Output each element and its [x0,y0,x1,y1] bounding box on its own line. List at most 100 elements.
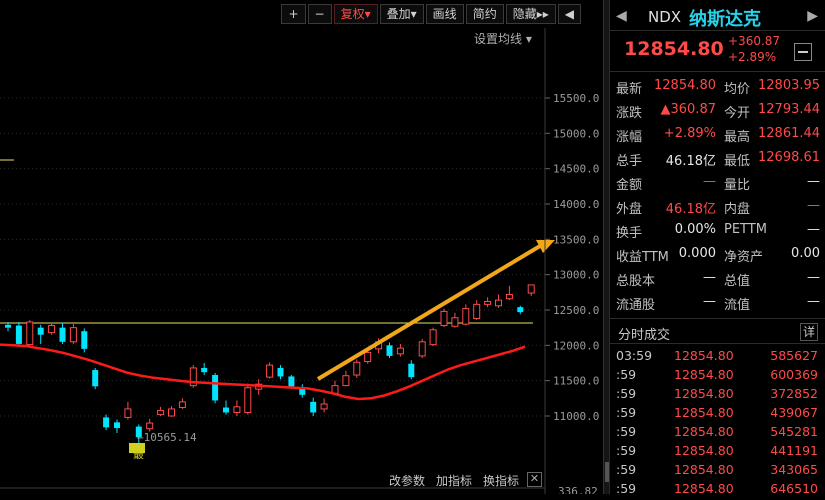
candle-body [353,361,361,376]
candle [462,304,470,326]
kline-chart-area[interactable]: 15500.0 15000.0 14500.0 14000.0 13500.0 13000… [0,0,603,494]
candle-body [92,370,99,387]
quote-row: 总手 46.18亿 最低 12698.61 [610,150,825,174]
quote-label: 总手 [616,154,643,169]
scrollbar-handle[interactable] [605,462,609,482]
quote-value: 12861.44 [758,126,821,141]
overlay-button[interactable]: 叠加▾ [379,4,424,24]
ma-settings-dropdown[interactable]: 设置均线 ▾ [474,32,532,46]
chevron-down-icon: ▾ [410,7,417,21]
candle [527,284,535,296]
quote-value: 12803.95 [758,78,821,93]
tick-volume: 441191 [770,443,818,458]
moving-average-line [0,343,526,401]
ticks-title: 分时成交 [618,328,671,343]
chart-toolbar: + − 复权▾ 叠加▾ 画线 简约 隐藏▸▸ ◀ [279,4,581,24]
candle-body [277,367,284,377]
simple-mode-button[interactable]: 简约 [465,4,504,24]
quote-panel: ◀ NDX 纳斯达克 ▶ 12854.80 +360.87 +2.89% 最新 1… [609,0,825,496]
tick-time: :59 [616,367,637,382]
quote-value: 46.18亿 [665,202,716,217]
candle-body [517,307,524,313]
edit-params-button[interactable]: 改参数 [389,474,426,488]
candle-body [233,406,241,413]
candle-body [429,329,437,346]
prev-symbol-icon[interactable]: ◀ [616,8,627,24]
candle [288,375,295,388]
quote-label: 量比 [724,178,751,193]
collapse-quote-button[interactable] [794,43,812,61]
candle [429,327,437,347]
candle-body [299,387,306,395]
quote-value: — [703,294,716,309]
draw-line-button[interactable]: 画线 [425,4,464,24]
candle [157,406,165,416]
switch-indicator-button[interactable]: 换指标 [483,474,520,488]
tick-row: :59 12854.80 441191 [610,443,825,462]
candle-body [396,347,404,355]
close-icon[interactable]: ✕ [527,472,542,487]
quote-value: — [807,198,820,213]
candle [146,418,154,432]
quote-label: PETTM [724,222,767,237]
candle-body [114,422,120,429]
hide-button[interactable]: 隐藏▸▸ [505,4,556,24]
change-value: +360.87 [728,34,781,48]
quote-row: 总股本 — 总值 — [610,270,825,294]
tick-volume: 545281 [770,424,818,439]
quote-row: 金额 — 量比 — [610,174,825,198]
candle-body [320,403,328,410]
fuquan-button[interactable]: 复权▾ [333,4,378,24]
y-tick-label: 15500.0 [553,92,599,105]
ticks-detail-button[interactable]: 详 [800,323,818,341]
y-tick-label: 14000.0 [553,198,599,211]
candle [69,324,77,344]
candle-body [135,426,142,438]
quote-label: 涨跌 [616,106,643,121]
zoom-in-button[interactable]: + [281,4,306,24]
candle-body [386,345,393,356]
tick-volume: 585627 [770,348,818,363]
kline-chart[interactable]: 15500.0 15000.0 14500.0 14000.0 13500.0 13000… [0,0,603,494]
quote-row: 涨幅 +2.89% 最高 12861.44 [610,126,825,150]
candle-body [157,409,165,416]
tick-row: :59 12854.80 439067 [610,405,825,424]
y-tick-label: 13500.0 [553,233,599,246]
candle [320,398,328,413]
candle-body [451,317,459,327]
tick-row: :59 12854.80 372852 [610,386,825,405]
last-price: 12854.80 [624,38,724,60]
quote-row: 流通股 — 流值 — [610,294,825,318]
candle-body [505,293,513,300]
candle-body [15,325,22,344]
candle [223,400,229,415]
zoom-out-button[interactable]: − [307,4,332,24]
quote-value: 12854.80 [654,78,717,93]
candle-body [364,351,372,363]
y-tick-label: 13000.0 [553,269,599,282]
candle [440,308,448,327]
quote-label: 净资产 [724,250,764,265]
quote-value: — [703,174,716,189]
candle [81,328,88,353]
quote-row: 外盘 46.18亿 内盘 — [610,198,825,222]
y-tick-label: 14500.0 [553,163,599,176]
candle-body [288,376,295,387]
candle [342,370,350,387]
tick-time: :59 [616,462,637,477]
candle-body [473,303,481,319]
y-tick-label: 11000.0 [553,410,599,423]
panel-scrollbar[interactable] [603,0,610,494]
next-symbol-icon[interactable]: ▶ [807,8,818,24]
candle-body [5,324,11,328]
candle-body [212,375,219,401]
tick-price: 12854.80 [674,443,734,458]
add-indicator-button[interactable]: 加指标 [436,474,473,488]
candle [386,342,393,359]
tick-volume: 646510 [770,481,818,496]
candle-body [244,387,252,413]
candle [517,305,524,315]
tick-price: 12854.80 [674,386,734,401]
collapse-panel-button[interactable]: ◀ [557,4,581,24]
candle [244,383,252,415]
